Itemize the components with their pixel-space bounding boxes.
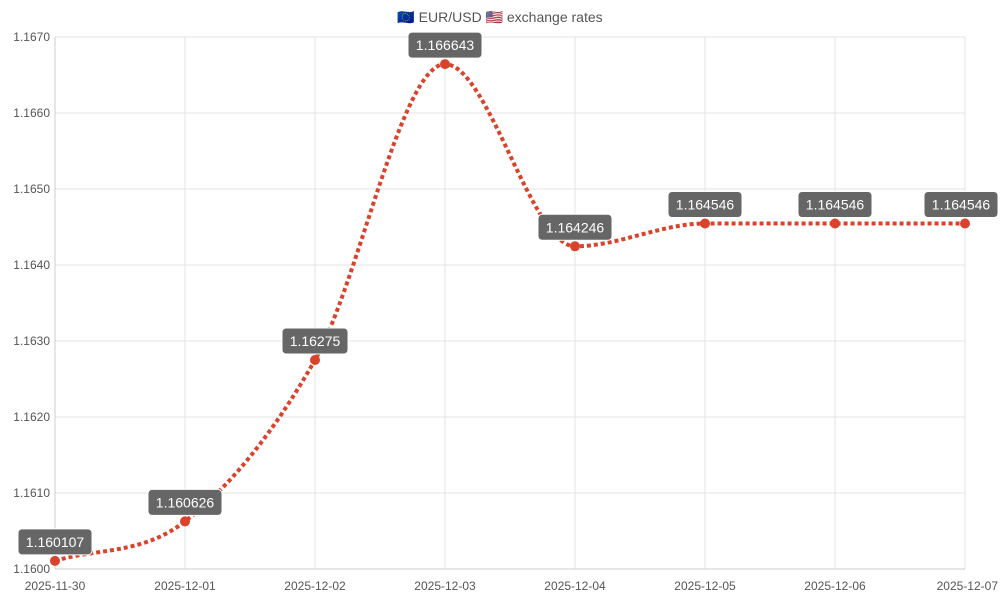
data-label-box — [923, 191, 999, 219]
data-label-text: 1.164546 — [932, 197, 991, 213]
data-point — [50, 555, 60, 566]
axes — [54, 37, 965, 570]
x-tick-label: 2025-12-04 — [544, 579, 606, 593]
data-label-text: 1.166643 — [416, 37, 475, 53]
data-label: 1.16275 — [281, 327, 349, 355]
data-point — [960, 218, 970, 229]
series-line — [54, 62, 965, 563]
data-label: 1.160107 — [17, 528, 93, 556]
y-tick-label: 1.1640 — [13, 258, 50, 272]
x-tick-label: 2025-11-30 — [25, 579, 86, 593]
grid — [54, 36, 966, 570]
data-point — [310, 355, 320, 365]
y-tick-label: 1.1630 — [13, 334, 50, 348]
data-label-text: 1.164246 — [546, 219, 605, 235]
y-tick-label: 1.1670 — [13, 30, 50, 44]
data-label-box — [797, 191, 873, 219]
x-tick-label: 2025-12-05 — [674, 579, 736, 593]
data-label-box — [407, 31, 483, 59]
chart-title: 🇪🇺 EUR/USD 🇺🇸 exchange rates — [397, 9, 602, 25]
series — [50, 59, 970, 566]
data-label: 1.164546 — [923, 191, 999, 219]
data-label: 1.164546 — [667, 191, 743, 219]
data-label-box — [537, 213, 613, 241]
data-label-text: 1.160626 — [156, 494, 215, 510]
data-label: 1.166643 — [407, 31, 483, 59]
x-tick-label: 2025-12-03 — [414, 579, 476, 593]
y-tick-label: 1.1610 — [13, 486, 50, 500]
x-tick-label: 2025-12-06 — [804, 579, 866, 593]
x-tick-label: 2025-12-01 — [154, 579, 216, 593]
data-label: 1.164546 — [797, 191, 873, 219]
y-tick-label: 1.1650 — [13, 182, 50, 196]
data-labels: 1.160107 1.160626 1.16275 1.166643 1.164246 1… — [17, 31, 999, 556]
y-tick-label: 1.1600 — [13, 562, 50, 576]
data-point — [570, 241, 580, 252]
y-axis-ticks: 1.1600 1.1610 1.1620 1.1630 1.1640 1.1650 1.16… — [13, 30, 50, 576]
data-label-box — [17, 528, 93, 556]
data-label: 1.160626 — [147, 488, 223, 516]
data-point — [700, 218, 710, 229]
data-label: 1.164246 — [537, 213, 613, 241]
x-tick-label: 2025-12-07 — [937, 579, 999, 593]
y-tick-label: 1.1660 — [13, 106, 50, 120]
x-tick-label: 2025-12-02 — [284, 579, 346, 593]
data-label-box — [667, 191, 743, 219]
data-label-text: 1.16275 — [290, 333, 341, 349]
data-point — [180, 516, 190, 527]
x-axis-ticks: 2025-11-30 2025-12-01 2025-12-02 2025-12-03… — [25, 579, 999, 593]
data-label-text: 1.164546 — [806, 197, 865, 213]
data-label-box — [281, 327, 349, 355]
data-label-text: 1.164546 — [676, 197, 735, 213]
y-tick-label: 1.1620 — [13, 410, 50, 424]
data-point — [440, 59, 450, 70]
data-label-text: 1.160107 — [26, 534, 85, 550]
data-label-box — [147, 488, 223, 516]
data-point — [830, 218, 840, 229]
